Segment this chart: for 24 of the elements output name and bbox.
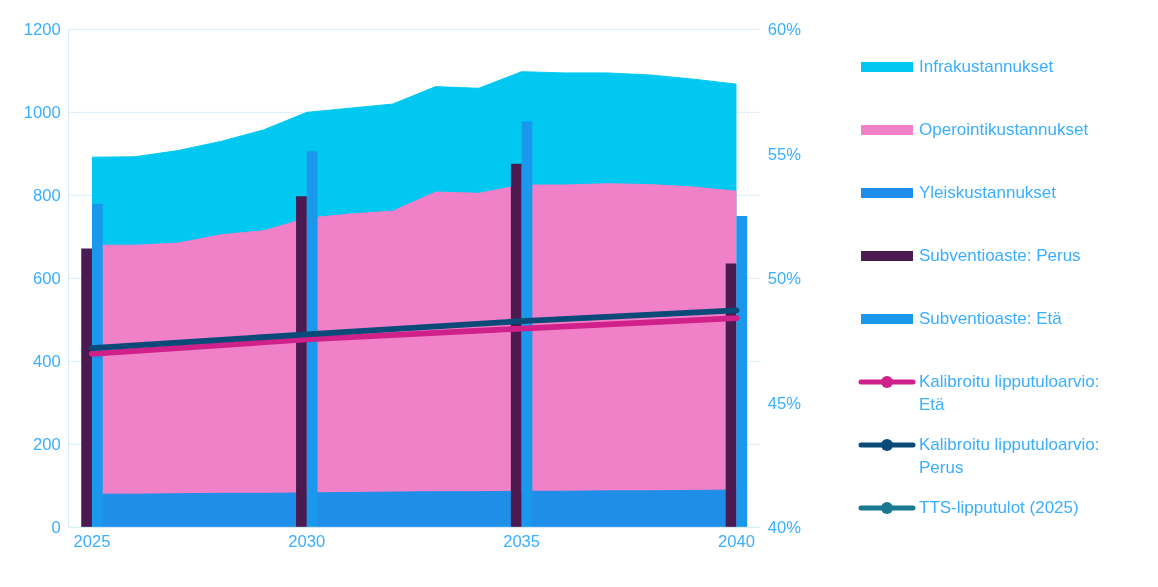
x-tick-label: 2030 (288, 531, 326, 551)
x-tick-label: 2025 (73, 531, 111, 551)
legend-label: Subventioaste: Perus (919, 245, 1081, 267)
legend-label: Subventioaste: Etä (919, 308, 1062, 330)
y2-tick-label: 50% (767, 269, 802, 289)
x-tick-label: 2040 (717, 531, 755, 551)
y2-tick-label: 45% (767, 393, 802, 413)
legend-label: Infrakustannukset (919, 56, 1054, 78)
y2-tick-label: 60% (767, 20, 802, 40)
legend-label: Kalibroitu lipputuloarvio: Perus (919, 434, 1101, 479)
y-tick-label: 1200 (23, 20, 61, 40)
y-tick-label: 400 (33, 352, 61, 372)
y2-tick-label: 55% (767, 144, 802, 164)
y-tick-label: 600 (33, 269, 61, 289)
y-tick-label: 200 (33, 435, 61, 455)
legend-label: TTS-lipputulot (2025) (919, 497, 1079, 519)
x-tick-label: 2035 (503, 531, 541, 551)
y2-tick-label: 40% (767, 518, 802, 538)
y-tick-label: 1000 (23, 103, 61, 123)
legend-label: Operointikustannukset (919, 119, 1089, 141)
y-tick-label: 0 (51, 518, 61, 538)
legend-label: Yleiskustannukset (919, 182, 1057, 204)
y-tick-label: 800 (33, 186, 61, 206)
legend-label: Kalibroitu lipputuloarvio: Etä (919, 371, 1101, 416)
